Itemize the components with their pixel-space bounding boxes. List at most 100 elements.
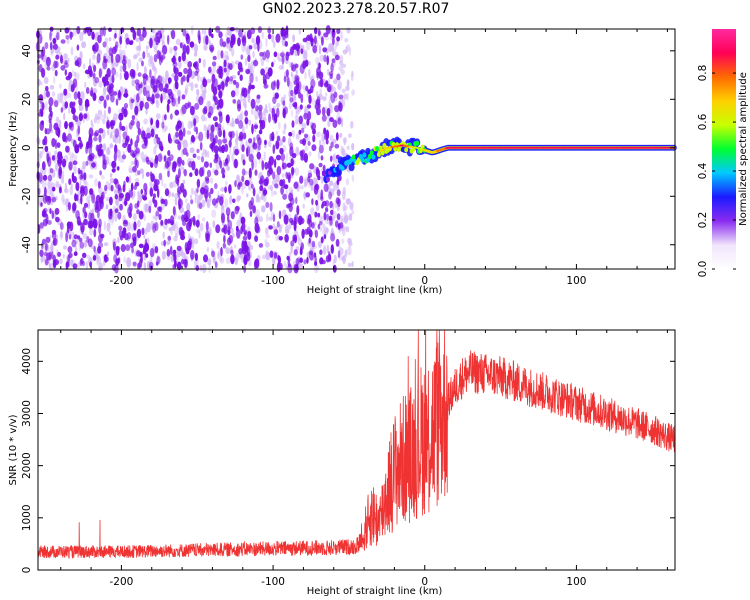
noise-blob: [217, 139, 222, 146]
noise-speckle: [113, 188, 118, 194]
noise-blob: [303, 112, 309, 120]
noise-speckle: [201, 217, 206, 222]
noise-blob: [62, 132, 67, 143]
noise-speckle: [253, 158, 258, 169]
noise-blob: [307, 111, 312, 121]
noise-blob: [111, 46, 117, 55]
noise-blob: [111, 67, 116, 76]
noise-speckle: [329, 103, 332, 111]
noise-speckle: [274, 226, 278, 231]
noise-blob: [188, 161, 193, 168]
noise-speckle: [305, 42, 311, 51]
noise-blob: [206, 129, 210, 140]
noise-blob: [210, 143, 213, 150]
noise-blob: [51, 196, 57, 203]
noise-blob: [261, 160, 265, 171]
noise-speckle: [292, 34, 295, 43]
noise-speckle: [339, 247, 344, 255]
p1-y-tick-label: 40: [21, 44, 33, 57]
noise-speckle: [190, 25, 194, 35]
noise-speckle: [109, 173, 113, 178]
noise-speckle: [196, 88, 200, 96]
noise-speckle: [108, 37, 112, 42]
noise-blob: [273, 51, 278, 58]
noise-speckle: [326, 227, 329, 233]
noise-blob: [319, 249, 323, 255]
noise-speckle: [224, 198, 229, 209]
noise-speckle: [274, 174, 280, 183]
noise-blob: [299, 104, 303, 110]
noise-blob: [273, 80, 276, 87]
noise-speckle: [105, 204, 109, 210]
noise-blob: [178, 226, 184, 237]
signal-cell: [340, 165, 345, 171]
noise-speckle: [308, 68, 311, 78]
colorbar-tick-label: 0.0: [697, 261, 709, 278]
noise-blob: [337, 198, 341, 208]
noise-speckle: [302, 84, 306, 90]
noise-blob: [296, 80, 302, 92]
noise-blob: [59, 186, 62, 194]
noise-blob: [141, 227, 145, 236]
noise-blob: [302, 138, 307, 146]
noise-blob: [336, 189, 341, 197]
noise-blob: [183, 169, 187, 177]
noise-blob: [98, 134, 102, 143]
snr-panel: -200 -100 0 100 0 1000 2000 3000 4000 Height of…: [8, 329, 676, 597]
noise-blob: [212, 55, 217, 61]
noise-speckle: [265, 251, 271, 261]
noise-speckle: [233, 244, 237, 249]
signal-cell: [375, 146, 380, 152]
noise-speckle: [241, 185, 244, 195]
noise-blob: [170, 220, 174, 226]
noise-speckle: [123, 256, 127, 264]
noise-speckle: [63, 112, 66, 121]
noise-speckle: [285, 189, 288, 197]
noise-speckle: [273, 190, 277, 196]
noise-speckle: [177, 215, 182, 220]
noise-blob: [164, 188, 170, 197]
noise-speckle: [129, 175, 132, 184]
noise-blob: [77, 91, 81, 100]
noise-speckle: [94, 178, 99, 187]
noise-blob: [198, 131, 204, 142]
noise-blob: [162, 87, 168, 93]
noise-blob: [249, 210, 253, 218]
noise-blob: [89, 90, 94, 97]
noise-speckle: [44, 101, 48, 111]
noise-blob: [189, 172, 193, 178]
noise-blob: [48, 195, 51, 204]
noise-blob: [143, 242, 150, 252]
noise-speckle: [330, 227, 334, 235]
noise-blob: [159, 32, 162, 39]
p2-y-tick-label: 2000: [21, 452, 33, 479]
noise-blob: [91, 162, 96, 168]
noise-blob: [73, 234, 78, 240]
noise-speckle: [271, 34, 275, 43]
noise-speckle: [341, 88, 346, 94]
noise-blob: [272, 214, 276, 222]
noise-speckle: [194, 83, 199, 89]
noise-speckle: [85, 260, 89, 271]
noise-blob: [181, 159, 185, 166]
noise-blob: [42, 218, 48, 227]
noise-speckle: [66, 92, 72, 99]
noise-blob: [185, 209, 191, 220]
noise-speckle: [350, 120, 354, 129]
noise-speckle: [210, 177, 214, 184]
noise-blob: [102, 41, 107, 48]
noise-speckle: [176, 251, 181, 258]
noise-blob: [123, 219, 128, 225]
snr-series-line: [37, 329, 676, 560]
noise-speckle: [295, 133, 301, 141]
noise-blob: [334, 143, 340, 149]
noise-blob: [68, 252, 73, 259]
noise-blob: [121, 107, 125, 114]
noise-blob: [271, 62, 274, 68]
noise-speckle: [263, 151, 266, 161]
noise-blob: [49, 208, 52, 215]
noise-speckle: [106, 222, 111, 232]
noise-blob: [173, 45, 178, 51]
noise-speckle: [155, 113, 161, 120]
noise-blob: [45, 85, 49, 92]
